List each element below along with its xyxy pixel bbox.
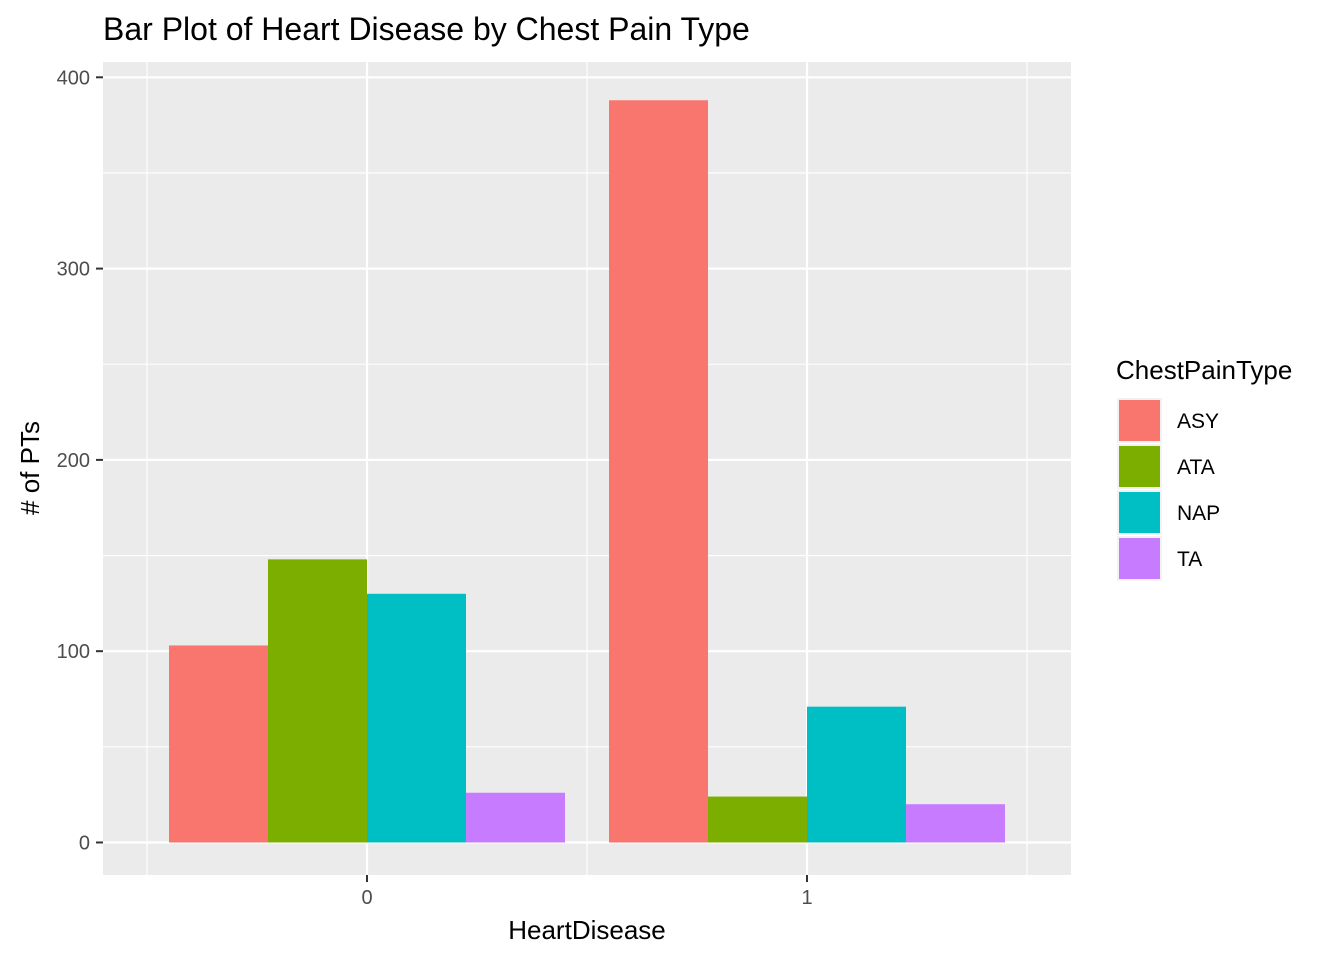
y-tick-label: 100 [57, 641, 90, 663]
bars [169, 100, 1005, 843]
y-axis: 0 100 200 300 400 [57, 67, 103, 854]
legend-swatch-nap [1119, 492, 1160, 533]
y-tick-label: 0 [79, 832, 90, 854]
x-axis-title: HeartDisease [508, 915, 666, 945]
x-tick-label: 0 [361, 887, 372, 909]
bar-nap-0 [367, 593, 466, 843]
bar-ta-0 [466, 792, 565, 843]
legend-label-nap: NAP [1177, 502, 1220, 525]
legend-swatch-ta [1119, 538, 1160, 579]
bar-ata-1 [708, 796, 807, 843]
bar-ata-0 [268, 559, 367, 843]
legend-title: ChestPainType [1116, 355, 1292, 385]
bar-asy-1 [609, 100, 708, 843]
legend-swatch-asy [1119, 400, 1160, 441]
legend-swatch-ata [1119, 446, 1160, 487]
chart-title: Bar Plot of Heart Disease by Chest Pain … [103, 11, 750, 47]
y-tick-label: 400 [57, 67, 90, 89]
y-axis-title: # of PTs [15, 421, 45, 515]
bar-asy-0 [169, 645, 268, 843]
legend-label-asy: ASY [1177, 410, 1219, 433]
legend: ChestPainType ASY ATA NAP TA [1116, 355, 1292, 581]
legend-label-ta: TA [1177, 548, 1202, 571]
bar-nap-1 [807, 706, 906, 843]
x-tick-label: 1 [801, 887, 812, 909]
legend-label-ata: ATA [1177, 456, 1215, 479]
y-tick-label: 300 [57, 259, 90, 281]
bar-ta-1 [906, 804, 1005, 843]
y-tick-label: 200 [57, 450, 90, 472]
